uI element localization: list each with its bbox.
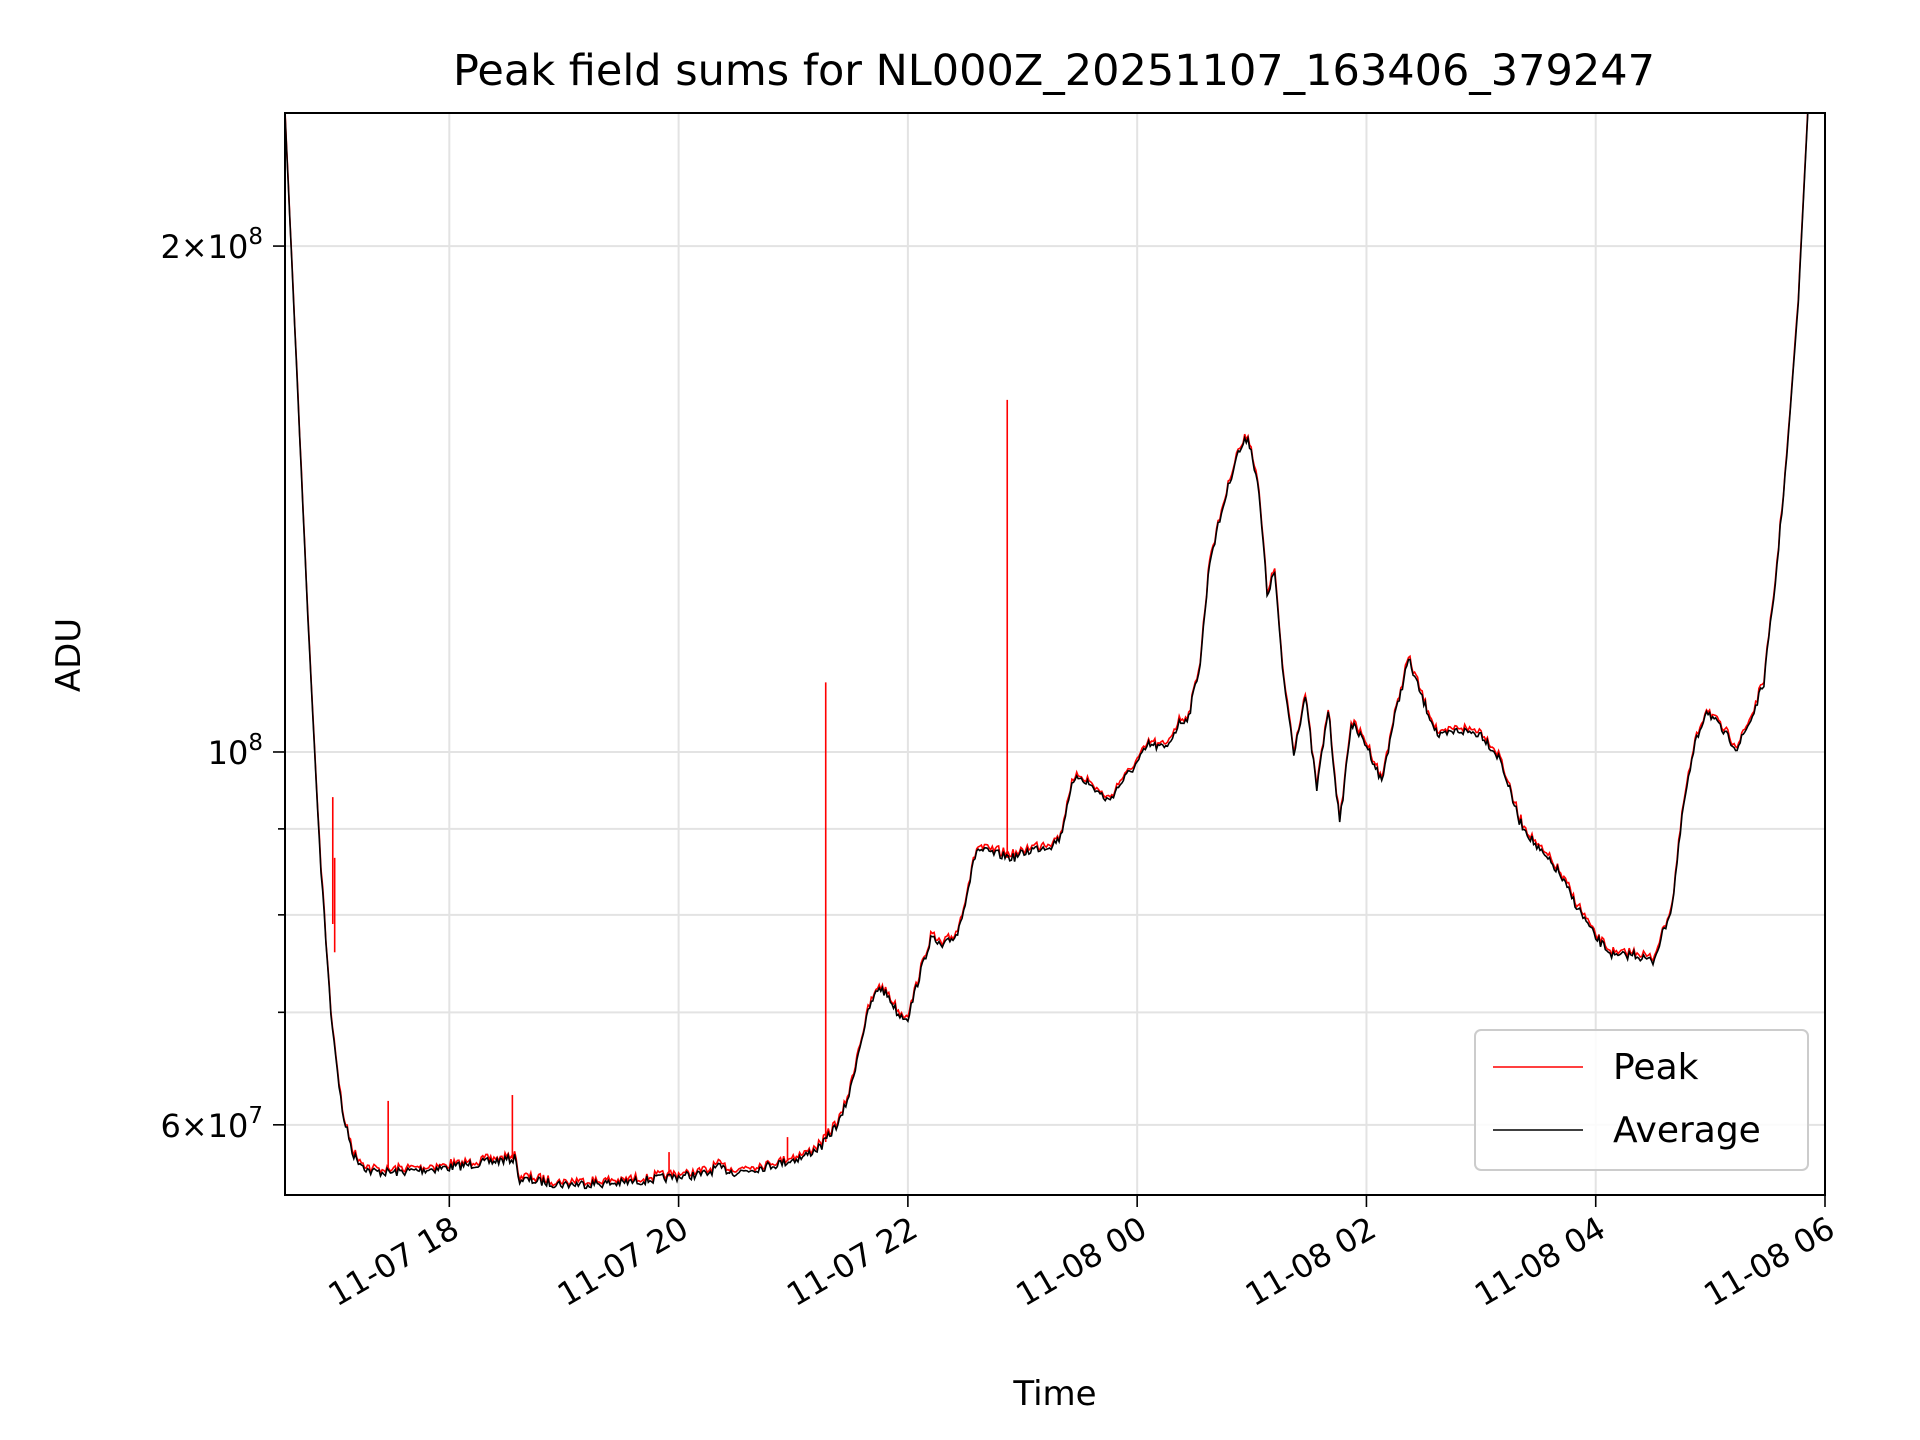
chart-title: Peak field sums for NL000Z_20251107_1634… <box>453 46 1655 96</box>
average-series-line <box>285 113 1809 1190</box>
legend-label-average: Average <box>1613 1110 1761 1151</box>
y-tick-mantissa: 2×10 <box>160 228 248 266</box>
legend-box <box>1474 1029 1809 1171</box>
plot-series <box>285 113 1809 1190</box>
y-tick-mantissa: 10 <box>208 734 249 772</box>
y-tick-mantissa: 6×10 <box>160 1107 248 1145</box>
y-tick-label: 6×107 <box>160 1103 263 1145</box>
y-axis-label: ADU <box>49 618 89 692</box>
x-axis-label: Time <box>1012 1374 1096 1414</box>
y-tick-exponent: 8 <box>248 730 263 756</box>
plot-frame <box>284 112 1826 1196</box>
peak-series-line <box>285 113 1809 1188</box>
y-tick-exponent: 8 <box>248 224 263 250</box>
legend: Peak Average <box>1474 1029 1809 1171</box>
legend-label-peak: Peak <box>1613 1047 1699 1088</box>
y-tick-label: 2×108 <box>160 224 263 266</box>
y-tick-exponent: 7 <box>248 1103 263 1129</box>
y-tick-label: 108 <box>208 730 263 772</box>
